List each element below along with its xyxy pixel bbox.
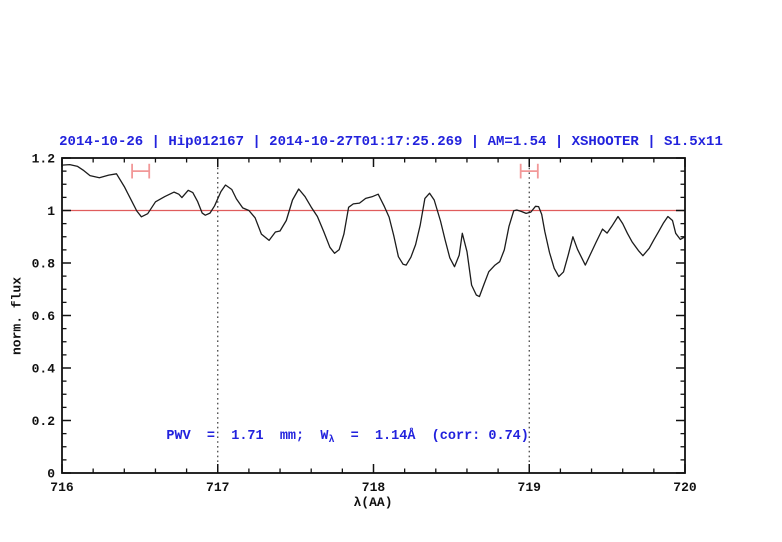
x-tick-label: 719 — [518, 480, 542, 495]
pwv-annotation-prefix: PWV = 1.71 mm; W — [166, 429, 329, 444]
x-tick-label: 718 — [362, 480, 386, 495]
y-tick-label: 0 — [47, 467, 55, 482]
x-axis-label: λ(AA) — [353, 495, 393, 510]
x-tick-label: 716 — [50, 480, 74, 495]
plot-title: 2014-10-26 | Hip012167 | 2014-10-27T01:1… — [59, 134, 723, 150]
lambda-subscript: λ — [328, 435, 335, 446]
y-tick-label: 0.4 — [32, 362, 56, 377]
spectrum-line — [61, 163, 686, 298]
x-tick-label: 717 — [206, 480, 229, 495]
y-tick-label: 1.2 — [32, 152, 56, 167]
y-tick-label: 0.2 — [32, 414, 56, 429]
pwv-annotation-suffix: = 1.14Å (corr: 0.74) — [334, 429, 529, 444]
y-axis-label: norm. flux — [9, 276, 25, 356]
y-tick-label: 1 — [47, 204, 55, 219]
pwv-annotation: PWV = 1.71 mm; Wλ = 1.14Å (corr: 0.74) — [134, 414, 529, 461]
x-tick-label: 720 — [673, 480, 697, 495]
y-tick-label: 0.8 — [32, 257, 56, 272]
y-tick-label: 0.6 — [32, 309, 56, 324]
